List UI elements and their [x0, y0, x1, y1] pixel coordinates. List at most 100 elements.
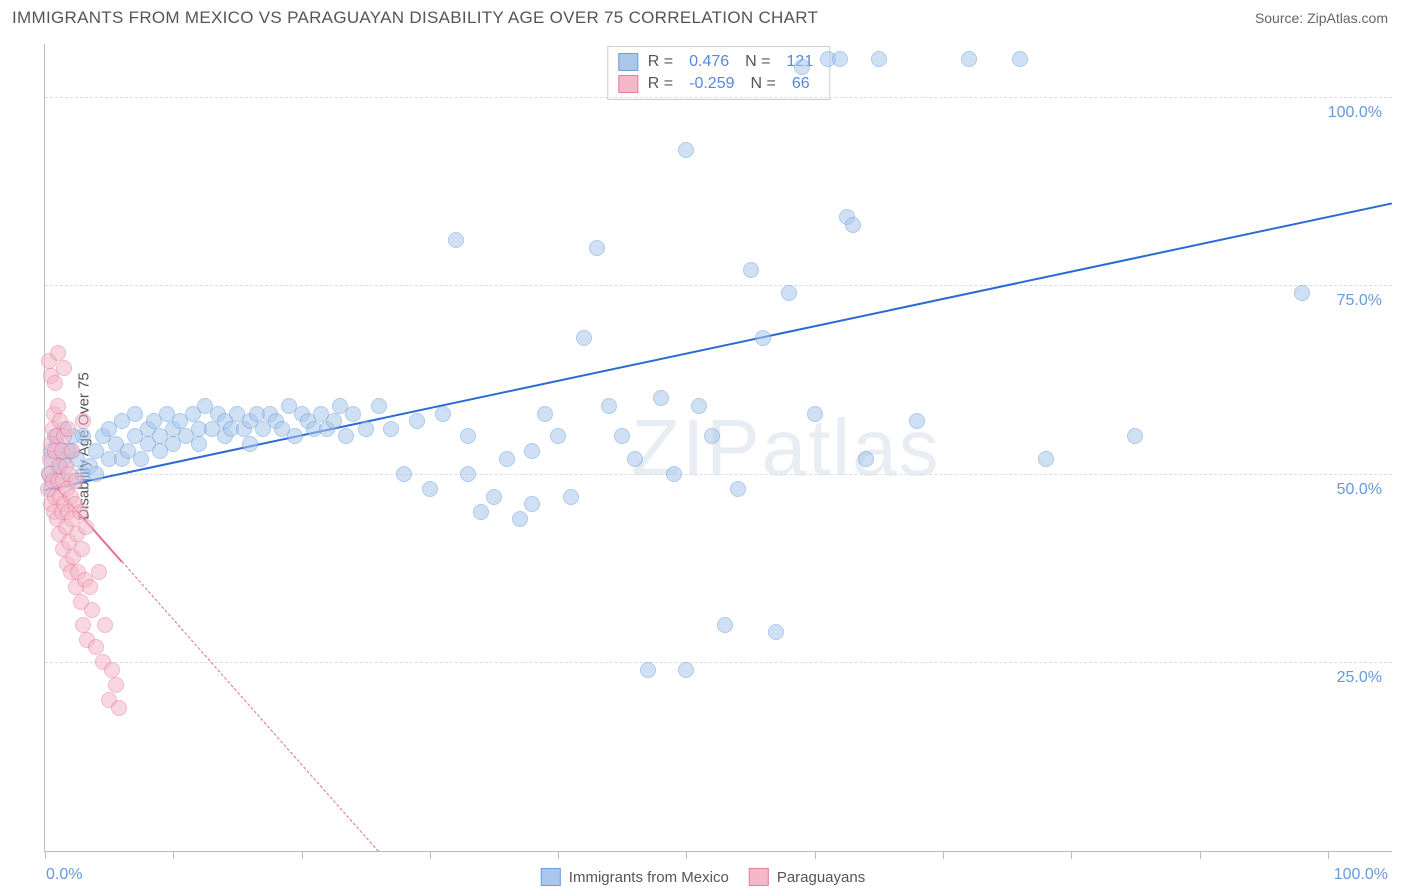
scatter-point — [743, 262, 759, 278]
scatter-point — [666, 466, 682, 482]
scatter-point — [678, 142, 694, 158]
legend-label-series1: Immigrants from Mexico — [569, 869, 729, 886]
chart-title: IMMIGRANTS FROM MEXICO VS PARAGUAYAN DIS… — [12, 8, 818, 28]
legend-label-series2: Paraguayans — [777, 869, 865, 886]
scatter-point — [589, 240, 605, 256]
scatter-point — [91, 564, 107, 580]
stats-row-series2: R = -0.259 N = 66 — [618, 73, 819, 95]
scatter-point — [730, 481, 746, 497]
x-tick — [45, 851, 46, 859]
scatter-point — [97, 617, 113, 633]
scatter-point — [537, 406, 553, 422]
gridline-h — [45, 474, 1392, 475]
scatter-point — [371, 398, 387, 414]
legend-swatch-pink — [618, 75, 638, 93]
scatter-point — [88, 466, 104, 482]
scatter-chart: ZIPatlas R = 0.476 N = 121 R = -0.259 N … — [44, 44, 1392, 852]
scatter-point — [60, 421, 76, 437]
scatter-point — [74, 541, 90, 557]
source-label: Source: ZipAtlas.com — [1255, 10, 1388, 26]
scatter-point — [47, 375, 63, 391]
legend-swatch-blue — [618, 53, 638, 71]
scatter-point — [832, 51, 848, 67]
scatter-point — [409, 413, 425, 429]
y-tick-label: 100.0% — [1328, 104, 1382, 122]
scatter-point — [961, 51, 977, 67]
scatter-point — [653, 390, 669, 406]
scatter-point — [524, 496, 540, 512]
legend-swatch-blue — [541, 868, 561, 886]
scatter-point — [72, 504, 88, 520]
bottom-legend: Immigrants from Mexico Paraguayans — [541, 868, 865, 886]
scatter-point — [845, 217, 861, 233]
scatter-point — [82, 579, 98, 595]
scatter-point — [768, 624, 784, 640]
scatter-point — [550, 428, 566, 444]
stat-label-n: N = — [745, 53, 770, 71]
scatter-point — [909, 413, 925, 429]
scatter-point — [396, 466, 412, 482]
scatter-point — [678, 662, 694, 678]
scatter-point — [242, 436, 258, 452]
scatter-point — [627, 451, 643, 467]
scatter-point — [499, 451, 515, 467]
scatter-point — [1038, 451, 1054, 467]
scatter-point — [807, 406, 823, 422]
scatter-point — [460, 466, 476, 482]
scatter-point — [127, 406, 143, 422]
scatter-point — [108, 677, 124, 693]
x-tick — [943, 851, 944, 859]
scatter-point — [104, 662, 120, 678]
scatter-point — [75, 617, 91, 633]
legend-item-series1: Immigrants from Mexico — [541, 868, 729, 886]
scatter-point — [448, 232, 464, 248]
scatter-point — [78, 519, 94, 535]
x-tick — [1328, 851, 1329, 859]
scatter-point — [84, 602, 100, 618]
legend-item-series2: Paraguayans — [749, 868, 865, 886]
gridline-h — [45, 662, 1392, 663]
scatter-point — [781, 285, 797, 301]
scatter-point — [563, 489, 579, 505]
scatter-point — [640, 662, 656, 678]
scatter-point — [1127, 428, 1143, 444]
scatter-point — [1012, 51, 1028, 67]
x-tick — [1200, 851, 1201, 859]
stats-row-series1: R = 0.476 N = 121 — [618, 51, 819, 73]
scatter-point — [383, 421, 399, 437]
scatter-point — [68, 473, 84, 489]
x-tick — [173, 851, 174, 859]
x-axis-max-label: 100.0% — [1334, 866, 1388, 884]
scatter-point — [704, 428, 720, 444]
x-tick — [558, 851, 559, 859]
scatter-point — [422, 481, 438, 497]
scatter-point — [1294, 285, 1310, 301]
scatter-point — [75, 413, 91, 429]
scatter-point — [50, 398, 66, 414]
scatter-point — [794, 59, 810, 75]
stat-value-r1: 0.476 — [683, 53, 735, 71]
gridline-h — [45, 97, 1392, 98]
scatter-point — [512, 511, 528, 527]
stat-label-n: N = — [751, 75, 776, 93]
x-tick — [686, 851, 687, 859]
scatter-point — [345, 406, 361, 422]
scatter-point — [576, 330, 592, 346]
scatter-point — [871, 51, 887, 67]
scatter-point — [287, 428, 303, 444]
scatter-point — [755, 330, 771, 346]
scatter-point — [191, 436, 207, 452]
regression-line — [122, 561, 379, 852]
scatter-point — [50, 345, 66, 361]
scatter-point — [111, 700, 127, 716]
gridline-h — [45, 285, 1392, 286]
scatter-point — [64, 443, 80, 459]
y-tick-label: 75.0% — [1337, 292, 1382, 310]
scatter-point — [717, 617, 733, 633]
scatter-point — [691, 398, 707, 414]
x-tick — [430, 851, 431, 859]
scatter-point — [473, 504, 489, 520]
legend-swatch-pink — [749, 868, 769, 886]
x-axis-min-label: 0.0% — [46, 866, 82, 884]
stat-label-r: R = — [648, 75, 673, 93]
